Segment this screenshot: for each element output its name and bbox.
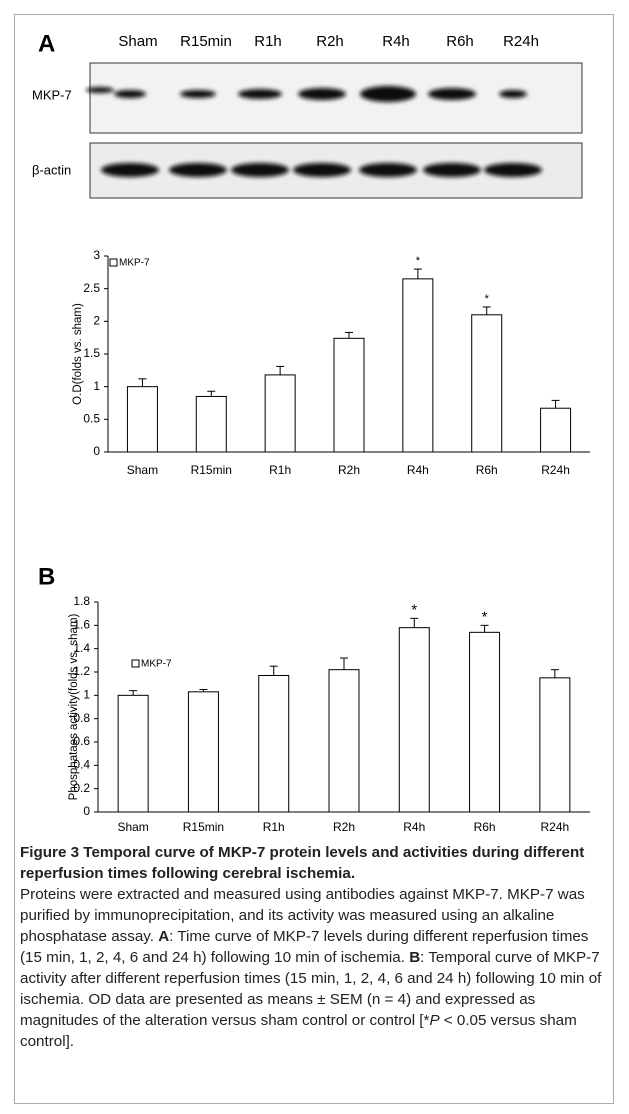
blot-lane-label: R1h — [254, 33, 282, 50]
bar — [540, 678, 570, 812]
band — [114, 90, 146, 98]
caption-text: B — [409, 949, 420, 966]
blot-lane-label: R6h — [446, 33, 474, 50]
x-tick-label: Sham — [117, 820, 148, 834]
band — [293, 163, 351, 177]
blot-lane-label: R24h — [503, 33, 539, 50]
x-tick-label: R24h — [541, 463, 570, 477]
x-tick-label: R1h — [269, 463, 291, 477]
y-tick-label: 0 — [83, 804, 90, 818]
x-tick-label: R6h — [474, 820, 496, 834]
band — [428, 88, 476, 100]
band — [484, 163, 542, 177]
y-tick-label: 1.8 — [73, 594, 90, 608]
blot-lane-label: R2h — [316, 33, 344, 50]
caption-title: Figure 3 Temporal curve of MKP-7 protein… — [20, 842, 612, 884]
caption: Figure 3 Temporal curve of MKP-7 protein… — [20, 842, 612, 1052]
x-tick-label: R6h — [476, 463, 498, 477]
bar — [259, 676, 289, 813]
bar — [127, 387, 157, 452]
bar — [541, 408, 571, 452]
blot-lane-label: R15min — [180, 33, 232, 50]
x-tick-label: R15min — [191, 463, 232, 477]
band — [359, 163, 417, 177]
x-tick-label: R24h — [541, 820, 570, 834]
band — [499, 90, 527, 98]
legend-label: MKP-7 — [119, 258, 150, 269]
bar — [472, 315, 502, 452]
page: A B MKP-7 β-actin Sham R15min R1h R2h R4h R6h… — [0, 0, 629, 1114]
x-tick-label: R15min — [183, 820, 224, 834]
y-tick-label: 0.5 — [83, 412, 100, 426]
y-axis-title: O.D(folds vs. sham) — [72, 303, 84, 405]
figure: A B MKP-7 β-actin Sham R15min R1h R2h R4h R6h… — [0, 0, 629, 842]
bar — [470, 632, 500, 812]
band — [423, 163, 481, 177]
bar — [329, 670, 359, 812]
x-tick-label: R2h — [333, 820, 355, 834]
blot-row-label: MKP-7 — [32, 87, 72, 102]
annotation: * — [485, 293, 490, 305]
panel-label: A — [38, 30, 55, 57]
blot-lane-label: Sham — [118, 33, 157, 50]
band — [180, 90, 216, 98]
band — [169, 163, 227, 177]
y-tick-label: 1 — [83, 688, 90, 702]
bar — [118, 695, 148, 812]
band — [360, 86, 416, 102]
blot-lane-label: R4h — [382, 33, 410, 50]
y-tick-label: 0 — [93, 444, 100, 458]
bar — [399, 628, 429, 812]
y-tick-label: 1.5 — [83, 346, 100, 360]
caption-text: P — [429, 1012, 439, 1029]
x-tick-label: R2h — [338, 463, 360, 477]
legend-label: MKP-7 — [141, 659, 172, 670]
annotation: * — [411, 601, 417, 618]
x-tick-label: Sham — [127, 463, 158, 477]
band — [298, 88, 346, 100]
caption-text: A — [158, 928, 169, 945]
band — [86, 87, 114, 93]
y-tick-label: 2 — [93, 314, 100, 328]
x-tick-label: R4h — [403, 820, 425, 834]
bar — [265, 375, 295, 452]
blot-row-label: β-actin — [32, 162, 71, 177]
caption-body: Proteins were extracted and measured usi… — [20, 884, 612, 1052]
x-tick-label: R4h — [407, 463, 429, 477]
x-tick-label: R1h — [263, 820, 285, 834]
y-tick-label: 1 — [93, 379, 100, 393]
annotation: * — [482, 608, 488, 625]
panel-label: B — [38, 563, 55, 590]
band — [238, 89, 282, 99]
annotation: * — [416, 255, 421, 267]
bar — [188, 692, 218, 812]
band — [101, 163, 159, 177]
y-axis-title: Phosphataes activity(folds vs. sham) — [68, 614, 80, 801]
y-tick-label: 3 — [93, 248, 100, 262]
legend-swatch — [110, 259, 117, 266]
band — [231, 163, 289, 177]
y-tick-label: 2.5 — [83, 281, 100, 295]
bar — [334, 338, 364, 452]
bar — [403, 279, 433, 452]
legend-swatch — [132, 660, 139, 667]
bar — [196, 396, 226, 452]
